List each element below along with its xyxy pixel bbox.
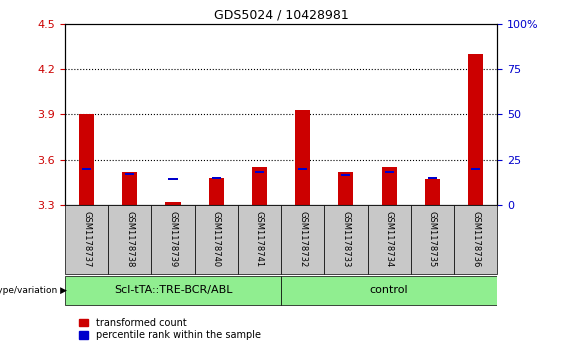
Bar (385, 171, 394, 172)
Bar (208, 178, 224, 205)
Bar (108, 205, 151, 274)
Bar (425, 179, 440, 205)
Bar (194, 205, 238, 274)
Text: GSM1178733: GSM1178733 (341, 211, 350, 267)
Text: GSM1178740: GSM1178740 (212, 211, 221, 267)
Bar (341, 174, 350, 176)
Bar (298, 168, 307, 170)
Text: GSM1178741: GSM1178741 (255, 211, 264, 267)
Bar (367, 205, 411, 274)
Text: control: control (370, 285, 408, 295)
Bar (166, 202, 181, 205)
Bar (168, 178, 177, 180)
Bar (411, 205, 454, 274)
Text: Scl-tTA::TRE-BCR/ABL: Scl-tTA::TRE-BCR/ABL (114, 285, 232, 295)
Bar (65, 276, 281, 305)
Bar (295, 110, 310, 205)
Bar (125, 173, 134, 175)
Bar (238, 205, 281, 274)
Bar (281, 205, 324, 274)
Bar (255, 171, 264, 172)
Text: GSM1178734: GSM1178734 (385, 211, 394, 267)
Bar (65, 205, 108, 274)
Text: GSM1178735: GSM1178735 (428, 211, 437, 267)
Text: GSM1178732: GSM1178732 (298, 211, 307, 267)
Bar (122, 172, 137, 205)
Text: GSM1178739: GSM1178739 (168, 211, 177, 267)
Bar (281, 276, 497, 305)
Bar (428, 178, 437, 179)
Bar (151, 205, 195, 274)
Bar (82, 168, 91, 170)
Bar (212, 177, 221, 179)
Bar (471, 168, 480, 170)
Bar (468, 54, 483, 205)
Text: genotype/variation ▶: genotype/variation ▶ (0, 286, 67, 295)
Legend: transformed count, percentile rank within the sample: transformed count, percentile rank withi… (79, 317, 262, 342)
Text: GSM1178736: GSM1178736 (471, 211, 480, 267)
Bar (338, 172, 354, 205)
Text: GSM1178737: GSM1178737 (82, 211, 91, 267)
Bar (454, 205, 497, 274)
Bar (252, 167, 267, 205)
Text: GSM1178738: GSM1178738 (125, 211, 134, 267)
Title: GDS5024 / 10428981: GDS5024 / 10428981 (214, 8, 349, 21)
Bar (324, 205, 367, 274)
Bar (79, 114, 94, 205)
Bar (381, 167, 397, 205)
